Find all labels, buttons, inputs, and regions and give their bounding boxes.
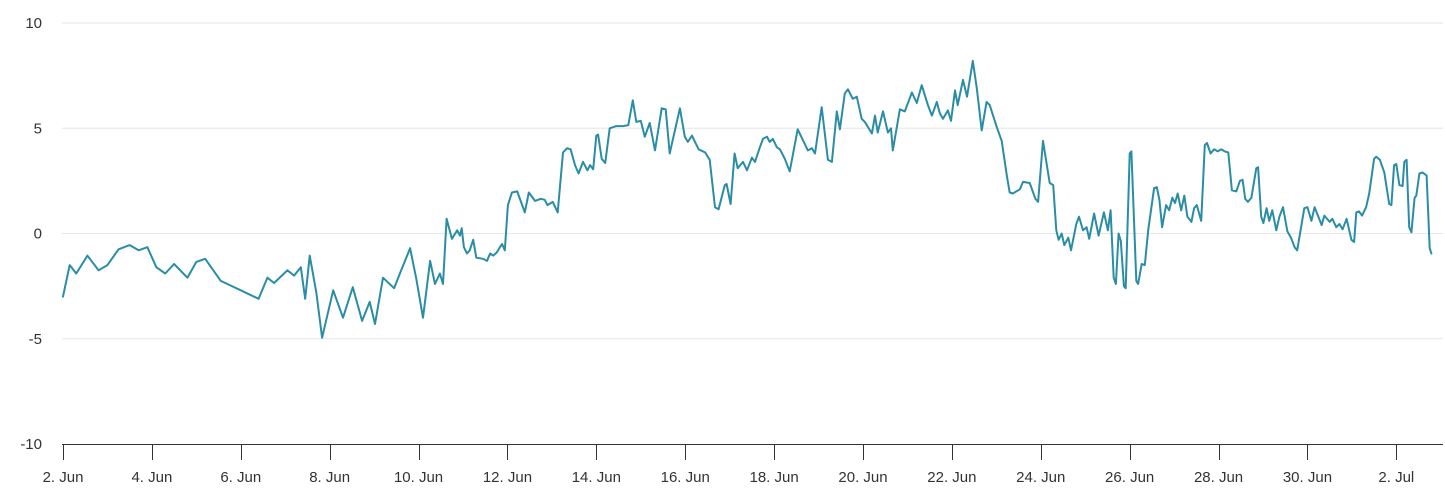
- x-axis-label: 24. Jun: [1016, 469, 1065, 486]
- x-axis-label: 26. Jun: [1105, 469, 1154, 486]
- y-axis-label: 10: [25, 15, 42, 32]
- x-axis-label: 16. Jun: [661, 469, 710, 486]
- y-axis-label: -5: [29, 331, 42, 348]
- x-axis-label: 2. Jul: [1378, 469, 1414, 486]
- x-axis-label: 4. Jun: [131, 469, 172, 486]
- y-axis-label: 0: [34, 226, 42, 243]
- x-axis-label: 18. Jun: [750, 469, 799, 486]
- series-line[interactable]: [62, 59, 1433, 339]
- x-axis-label: 6. Jun: [220, 469, 261, 486]
- x-axis-label: 12. Jun: [483, 469, 532, 486]
- x-axis-label: 28. Jun: [1194, 469, 1243, 486]
- x-axis-label: 20. Jun: [838, 469, 887, 486]
- y-axis-label: 5: [34, 120, 42, 137]
- x-axis-label: 8. Jun: [309, 469, 350, 486]
- x-axis-label: 22. Jun: [927, 469, 976, 486]
- x-axis-label: 14. Jun: [572, 469, 621, 486]
- x-axis-label: 30. Jun: [1283, 469, 1332, 486]
- x-axis-label: 2. Jun: [43, 469, 84, 486]
- y-axis-label: -10: [20, 436, 42, 453]
- x-axis-label: 10. Jun: [394, 469, 443, 486]
